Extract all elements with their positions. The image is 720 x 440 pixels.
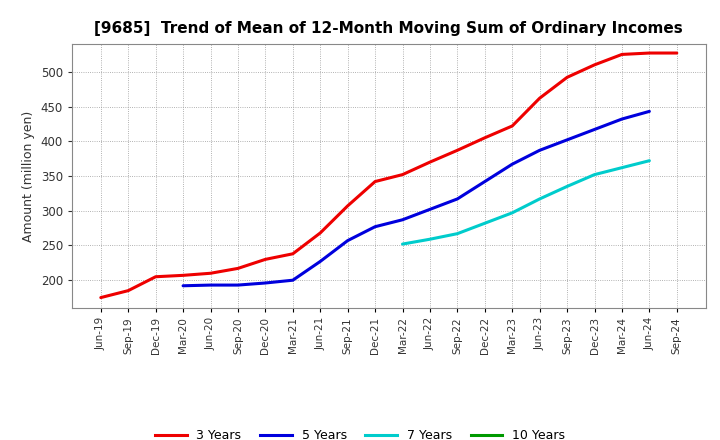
7 Years bbox=[536, 196, 544, 202]
3 Years bbox=[371, 179, 379, 184]
3 Years bbox=[151, 274, 160, 279]
5 Years bbox=[426, 207, 434, 212]
3 Years bbox=[261, 257, 270, 262]
3 Years bbox=[398, 172, 407, 177]
Legend: 3 Years, 5 Years, 7 Years, 10 Years: 3 Years, 5 Years, 7 Years, 10 Years bbox=[150, 424, 570, 440]
3 Years bbox=[289, 251, 297, 257]
5 Years bbox=[206, 282, 215, 288]
5 Years bbox=[233, 282, 242, 288]
3 Years bbox=[96, 295, 105, 300]
5 Years bbox=[508, 161, 516, 167]
3 Years bbox=[645, 51, 654, 56]
5 Years bbox=[618, 117, 626, 122]
5 Years bbox=[179, 283, 187, 288]
7 Years bbox=[563, 184, 572, 189]
3 Years bbox=[618, 52, 626, 57]
3 Years bbox=[124, 288, 132, 293]
3 Years bbox=[480, 135, 489, 140]
3 Years bbox=[206, 271, 215, 276]
3 Years bbox=[233, 266, 242, 271]
3 Years bbox=[179, 273, 187, 278]
Line: 3 Years: 3 Years bbox=[101, 53, 677, 297]
5 Years bbox=[371, 224, 379, 229]
7 Years bbox=[508, 210, 516, 216]
Line: 7 Years: 7 Years bbox=[402, 161, 649, 244]
5 Years bbox=[316, 259, 325, 264]
3 Years bbox=[453, 148, 462, 153]
5 Years bbox=[289, 278, 297, 283]
3 Years bbox=[590, 62, 599, 67]
5 Years bbox=[480, 179, 489, 184]
7 Years bbox=[590, 172, 599, 177]
7 Years bbox=[426, 237, 434, 242]
5 Years bbox=[563, 137, 572, 143]
7 Years bbox=[398, 242, 407, 247]
7 Years bbox=[480, 220, 489, 226]
5 Years bbox=[645, 109, 654, 114]
5 Years bbox=[343, 238, 352, 243]
Line: 5 Years: 5 Years bbox=[183, 111, 649, 286]
3 Years bbox=[426, 159, 434, 165]
7 Years bbox=[618, 165, 626, 170]
Title: [9685]  Trend of Mean of 12-Month Moving Sum of Ordinary Incomes: [9685] Trend of Mean of 12-Month Moving … bbox=[94, 21, 683, 36]
7 Years bbox=[453, 231, 462, 236]
5 Years bbox=[590, 127, 599, 132]
7 Years bbox=[645, 158, 654, 163]
3 Years bbox=[508, 123, 516, 128]
5 Years bbox=[398, 217, 407, 222]
Y-axis label: Amount (million yen): Amount (million yen) bbox=[22, 110, 35, 242]
5 Years bbox=[536, 148, 544, 153]
5 Years bbox=[453, 196, 462, 202]
3 Years bbox=[343, 203, 352, 209]
3 Years bbox=[316, 230, 325, 235]
3 Years bbox=[672, 51, 681, 56]
3 Years bbox=[536, 95, 544, 101]
5 Years bbox=[261, 280, 270, 286]
3 Years bbox=[563, 75, 572, 80]
